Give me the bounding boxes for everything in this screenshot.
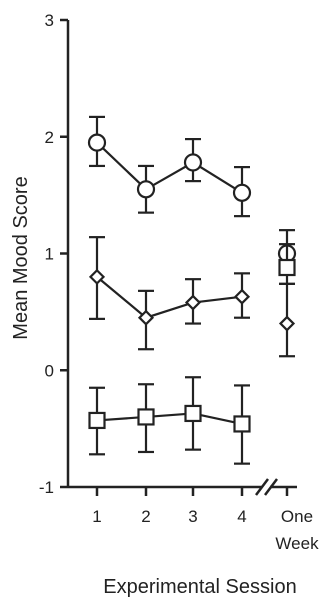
y-axis-label: Mean Mood Score [10,176,32,339]
x-tick-label: 2 [141,507,150,526]
data-point-square [184,404,202,423]
series-line [96,276,243,319]
x-tick-label: One [281,507,313,526]
series-line [96,141,243,194]
y-tick-label: 1 [45,245,54,264]
series-layer [87,115,297,465]
series-diamond [88,236,296,358]
data-point-diamond [184,294,202,311]
y-tick-label: -1 [39,478,54,497]
y-tick-label: 3 [45,11,54,30]
series-square [88,243,296,465]
x-tick-label: Week [275,534,319,553]
x-tick-label: 3 [188,507,197,526]
y-tick-label: 0 [45,361,54,380]
series-line [96,412,243,426]
data-point-square [88,411,106,430]
axes: -1 0 1 2 3 1 2 3 4 One Week [39,11,319,553]
data-point-square [137,408,155,426]
x-tick-label: 4 [237,507,246,526]
data-point-square [233,415,251,433]
data-point-circle [136,180,156,199]
data-point-diamond [278,315,296,332]
x-axis-label: Experimental Session [103,576,296,598]
data-point-circle [87,133,107,152]
data-point-square [278,258,296,277]
y-tick-label: 2 [45,128,54,147]
x-tick-label: 1 [92,507,101,526]
axis-break-mark [255,478,269,496]
series-circle [87,115,297,269]
data-point-diamond [233,288,251,305]
data-point-circle [232,183,252,202]
data-point-circle [183,153,203,172]
data-point-diamond [88,268,106,285]
data-point-diamond [137,309,155,326]
